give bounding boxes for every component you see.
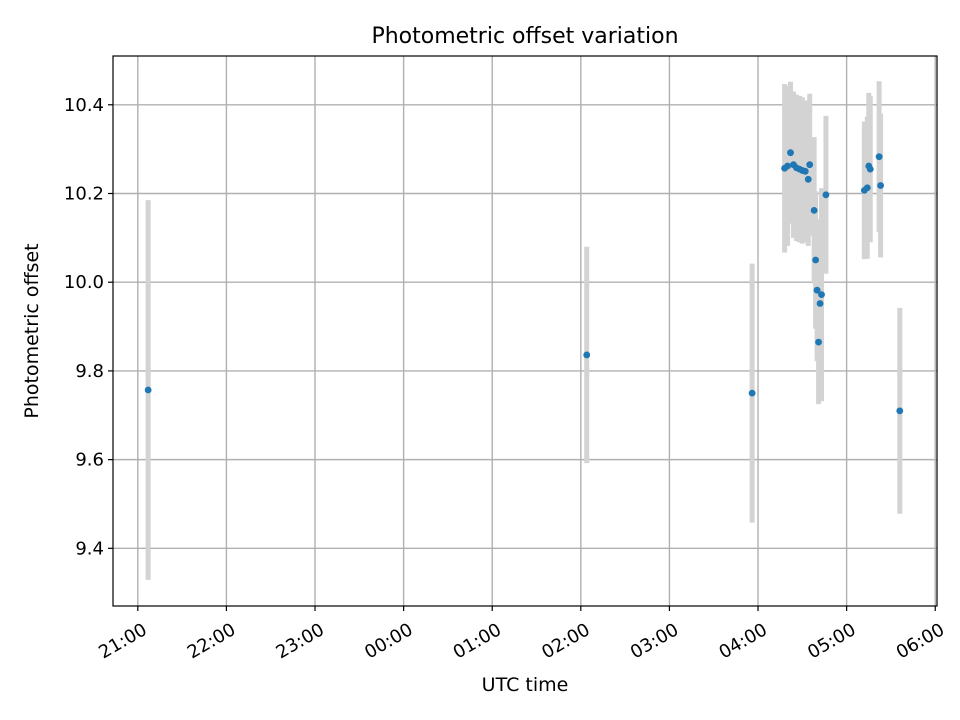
grid [113, 56, 937, 606]
data-point [801, 167, 809, 175]
data-point [816, 300, 824, 307]
data-point [784, 162, 791, 170]
data-point [877, 182, 884, 189]
data-points [144, 149, 904, 415]
data-point [810, 206, 818, 214]
data-point [144, 386, 152, 394]
data-point [866, 165, 874, 173]
y-axis-label: Photometric offset [21, 243, 43, 418]
y-axis-ticks: 9.4 9.6 9.8 10.0 10.2 10.4 [64, 95, 113, 559]
data-point [896, 407, 904, 415]
data-point [812, 256, 820, 264]
data-point [804, 175, 812, 183]
y-tick-label: 10.0 [64, 272, 104, 293]
data-point [818, 291, 825, 299]
data-point [875, 153, 883, 161]
y-tick-label: 9.4 [75, 538, 104, 559]
y-tick-label: 10.2 [64, 184, 104, 205]
y-tick-label: 9.6 [75, 450, 104, 471]
plot-frame [112, 55, 938, 607]
data-point [822, 191, 830, 199]
data-point [748, 389, 756, 397]
data-point [815, 338, 822, 346]
data-point [813, 286, 821, 294]
x-axis-label: UTC time [482, 674, 569, 696]
data-point [806, 161, 814, 169]
data-point [863, 184, 871, 192]
chart-title: Photometric offset variation [371, 24, 678, 49]
y-tick-label: 9.8 [75, 361, 104, 382]
data-point [583, 351, 591, 359]
y-tick-label: 10.4 [64, 95, 104, 116]
data-point [787, 149, 794, 157]
